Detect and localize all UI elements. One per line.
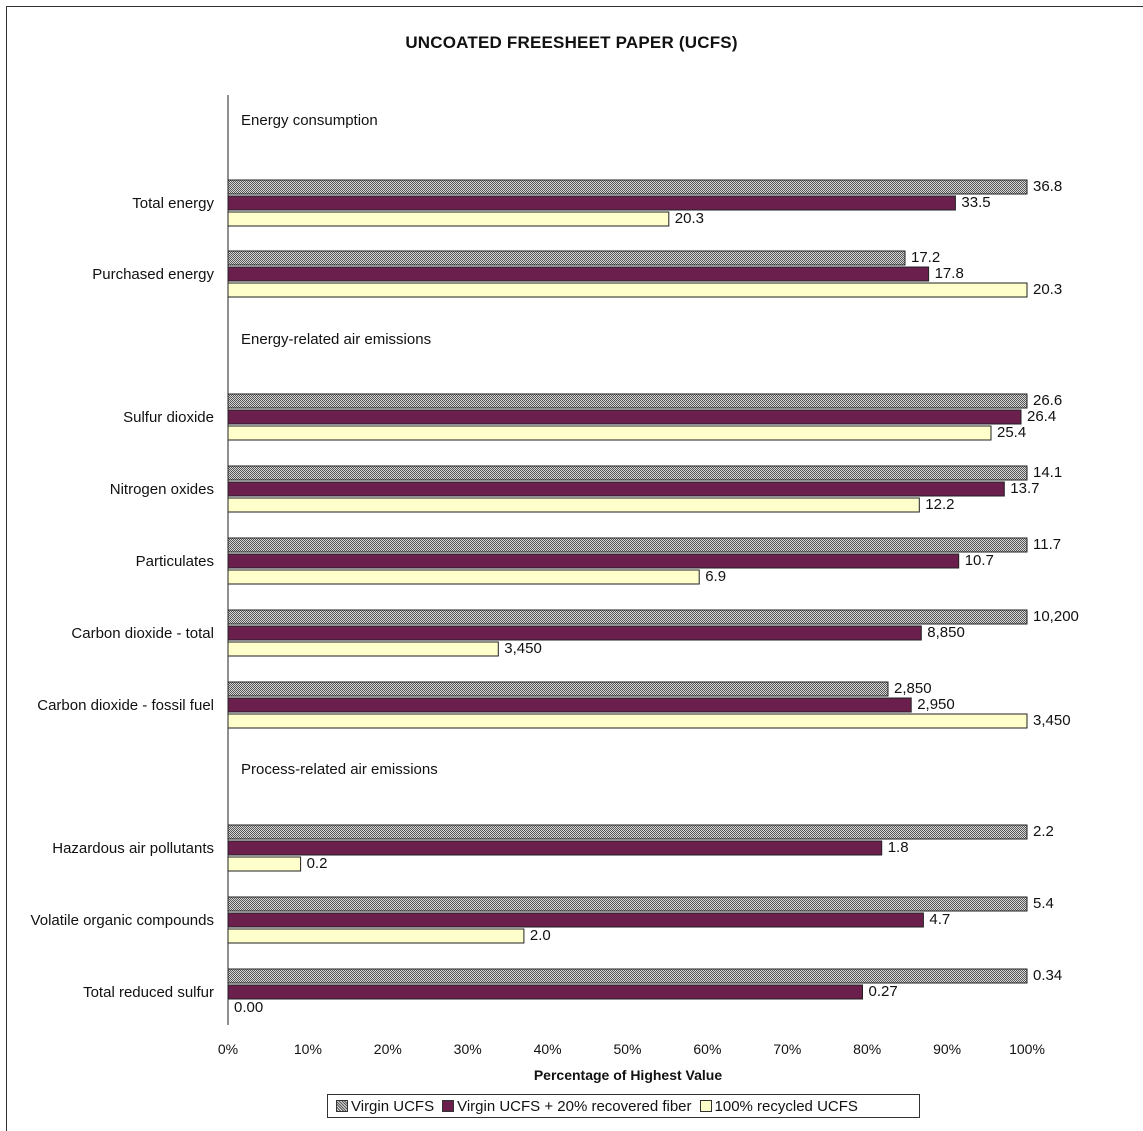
category-label-purchased-energy: Purchased energy xyxy=(92,266,214,283)
bar-nitrogen-oxides-s1 xyxy=(227,481,1005,497)
group-heading-process-related-air-emissions: Process-related air emissions xyxy=(241,761,438,778)
x-tick-label-1: 10% xyxy=(294,1041,322,1057)
bar-particulates-s2 xyxy=(227,569,700,585)
legend-swatch-virgin-recovered xyxy=(442,1100,455,1112)
bar-particulates-s0 xyxy=(227,537,1028,553)
data-label-carbon-dioxide-total-s1: 8,850 xyxy=(927,624,965,641)
data-label-purchased-energy-s2: 20.3 xyxy=(1033,281,1062,298)
data-label-purchased-energy-s1: 17.8 xyxy=(935,265,964,282)
category-label-nitrogen-oxides: Nitrogen oxides xyxy=(110,481,214,498)
bar-total-reduced-sulfur-s0 xyxy=(227,968,1028,984)
data-label-carbon-dioxide-total-s2: 3,450 xyxy=(504,640,542,657)
data-label-total-energy-s0: 36.8 xyxy=(1033,178,1062,195)
bar-particulates-s1 xyxy=(227,553,960,569)
bar-sulfur-dioxide-s0 xyxy=(227,393,1028,409)
bar-total-energy-s1 xyxy=(227,195,956,211)
bar-volatile-organic-compounds-s1 xyxy=(227,912,924,928)
legend: Virgin UCFS Virgin UCFS + 20% recovered … xyxy=(327,1094,920,1118)
data-label-particulates-s2: 6.9 xyxy=(705,568,726,585)
category-label-total-energy: Total energy xyxy=(132,195,214,212)
group-heading-energy-consumption: Energy consumption xyxy=(241,112,378,129)
data-label-total-reduced-sulfur-s2: 0.00 xyxy=(234,999,263,1016)
x-axis-label: Percentage of Highest Value xyxy=(534,1067,722,1083)
data-label-carbon-dioxide-fossil-fuel-s0: 2,850 xyxy=(894,680,932,697)
x-tick-label-9: 90% xyxy=(933,1041,961,1057)
data-label-carbon-dioxide-total-s0: 10,200 xyxy=(1033,608,1079,625)
bar-carbon-dioxide-total-s2 xyxy=(227,641,499,657)
legend-item-virgin-recovered: Virgin UCFS + 20% recovered fiber xyxy=(442,1097,692,1115)
data-label-nitrogen-oxides-s0: 14.1 xyxy=(1033,464,1062,481)
data-label-hazardous-air-pollutants-s2: 0.2 xyxy=(307,855,328,872)
legend-item-recycled: 100% recycled UCFS xyxy=(699,1097,858,1115)
bar-hazardous-air-pollutants-s0 xyxy=(227,824,1028,840)
x-tick-label-4: 40% xyxy=(534,1041,562,1057)
bar-carbon-dioxide-total-s1 xyxy=(227,625,922,641)
data-label-carbon-dioxide-fossil-fuel-s2: 3,450 xyxy=(1033,712,1071,729)
bar-sulfur-dioxide-s2 xyxy=(227,425,992,441)
bar-hazardous-air-pollutants-s2 xyxy=(227,856,302,872)
data-label-hazardous-air-pollutants-s1: 1.8 xyxy=(888,839,909,856)
data-label-total-energy-s2: 20.3 xyxy=(675,210,704,227)
bar-total-energy-s2 xyxy=(227,211,670,227)
bar-hazardous-air-pollutants-s1 xyxy=(227,840,883,856)
bar-total-reduced-sulfur-s1 xyxy=(227,984,863,1000)
x-tick-label-2: 20% xyxy=(374,1041,402,1057)
chart-frame xyxy=(6,6,1143,1131)
legend-label-recycled: 100% recycled UCFS xyxy=(714,1097,858,1115)
bar-purchased-energy-s0 xyxy=(227,250,906,266)
bar-carbon-dioxide-fossil-fuel-s0 xyxy=(227,681,889,697)
data-label-particulates-s0: 11.7 xyxy=(1033,536,1061,553)
bar-purchased-energy-s1 xyxy=(227,266,930,282)
legend-swatch-virgin xyxy=(336,1100,348,1112)
data-label-volatile-organic-compounds-s0: 5.4 xyxy=(1033,895,1054,912)
data-label-volatile-organic-compounds-s1: 4.7 xyxy=(929,911,950,928)
chart-title: UNCOATED FREESHEET PAPER (UCFS) xyxy=(405,33,738,52)
data-label-nitrogen-oxides-s2: 12.2 xyxy=(925,496,954,513)
legend-item-virgin: Virgin UCFS xyxy=(336,1098,434,1115)
x-tick-label-8: 80% xyxy=(853,1041,881,1057)
legend-swatch-recycled xyxy=(699,1100,712,1112)
data-label-sulfur-dioxide-s2: 25.4 xyxy=(997,424,1026,441)
data-label-hazardous-air-pollutants-s0: 2.2 xyxy=(1033,823,1054,840)
category-label-carbon-dioxide-fossil-fuel: Carbon dioxide - fossil fuel xyxy=(37,697,214,714)
bar-carbon-dioxide-fossil-fuel-s1 xyxy=(227,697,912,713)
data-label-particulates-s1: 10.7 xyxy=(965,552,994,569)
x-tick-label-3: 30% xyxy=(454,1041,482,1057)
category-label-hazardous-air-pollutants: Hazardous air pollutants xyxy=(52,840,214,857)
bar-sulfur-dioxide-s1 xyxy=(227,409,1022,425)
data-label-sulfur-dioxide-s0: 26.6 xyxy=(1033,392,1062,409)
category-label-sulfur-dioxide: Sulfur dioxide xyxy=(123,409,214,426)
data-label-sulfur-dioxide-s1: 26.4 xyxy=(1027,408,1056,425)
bar-nitrogen-oxides-s2 xyxy=(227,497,920,513)
data-label-total-reduced-sulfur-s1: 0.27 xyxy=(869,983,898,1000)
data-label-volatile-organic-compounds-s2: 2.0 xyxy=(530,927,551,944)
bar-carbon-dioxide-fossil-fuel-s2 xyxy=(227,713,1028,729)
legend-label-virgin-recovered: Virgin UCFS + 20% recovered fiber xyxy=(457,1097,692,1115)
x-tick-label-10: 100% xyxy=(1009,1041,1045,1057)
bar-volatile-organic-compounds-s2 xyxy=(227,928,525,944)
data-label-total-energy-s1: 33.5 xyxy=(961,194,990,211)
bar-purchased-energy-s2 xyxy=(227,282,1028,298)
data-label-nitrogen-oxides-s1: 13.7 xyxy=(1010,480,1039,497)
bar-total-energy-s0 xyxy=(227,179,1028,195)
category-label-carbon-dioxide-total: Carbon dioxide - total xyxy=(71,625,214,642)
legend-label-virgin: Virgin UCFS xyxy=(351,1097,435,1115)
x-tick-label-5: 50% xyxy=(613,1041,641,1057)
bar-carbon-dioxide-total-s0 xyxy=(227,609,1028,625)
data-label-purchased-energy-s0: 17.2 xyxy=(911,249,940,266)
bar-nitrogen-oxides-s0 xyxy=(227,465,1028,481)
category-label-total-reduced-sulfur: Total reduced sulfur xyxy=(83,984,214,1001)
bar-volatile-organic-compounds-s0 xyxy=(227,896,1028,912)
x-tick-label-7: 70% xyxy=(773,1041,801,1057)
category-label-volatile-organic-compounds: Volatile organic compounds xyxy=(31,912,214,929)
data-label-total-reduced-sulfur-s0: 0.34 xyxy=(1033,967,1062,984)
category-label-particulates: Particulates xyxy=(136,553,214,570)
x-tick-label-0: 0% xyxy=(218,1041,238,1057)
group-heading-energy-related-air-emissions: Energy-related air emissions xyxy=(241,331,431,348)
x-tick-label-6: 60% xyxy=(693,1041,721,1057)
data-label-carbon-dioxide-fossil-fuel-s1: 2,950 xyxy=(917,696,955,713)
